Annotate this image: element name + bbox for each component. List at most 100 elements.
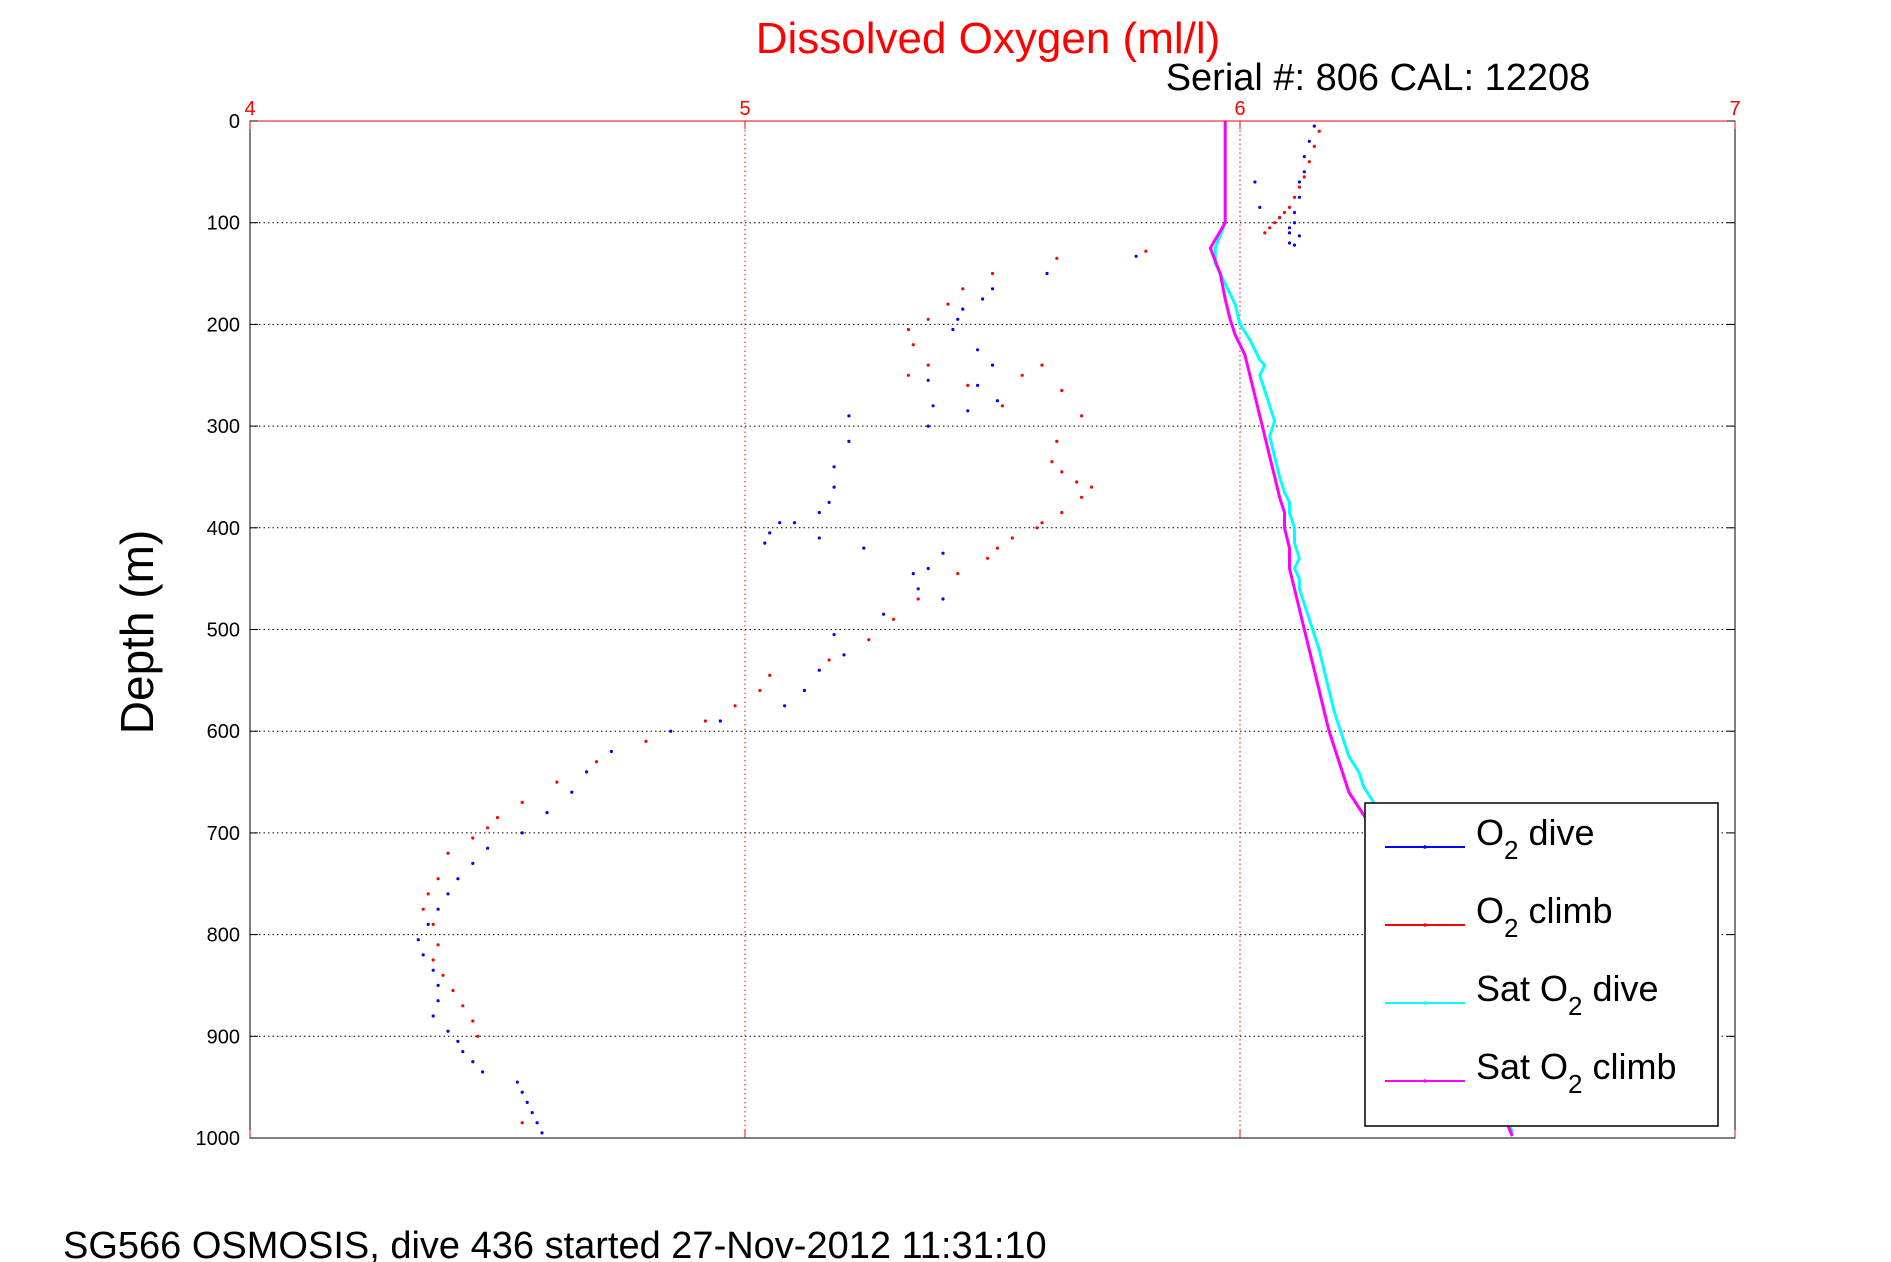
data-point <box>1258 205 1262 209</box>
data-point <box>763 541 767 545</box>
series-sat-o2-climb <box>1208 121 1514 1137</box>
data-point <box>847 439 851 443</box>
data-point <box>1302 170 1306 174</box>
data-point <box>436 943 440 947</box>
data-point <box>1060 470 1064 474</box>
data-point <box>421 953 425 957</box>
x-tick-label: 6 <box>1234 98 1245 120</box>
data-point <box>1287 226 1292 230</box>
data-point <box>986 556 990 560</box>
data-point <box>456 1039 460 1043</box>
series-sat-o2-dive <box>1213 121 1514 1134</box>
legend-item: Sat O2 climb <box>1385 1046 1677 1099</box>
data-point <box>966 383 970 387</box>
data-point <box>456 877 460 881</box>
data-point <box>956 572 960 576</box>
data-point <box>1035 526 1039 530</box>
data-point <box>1317 129 1321 133</box>
legend-marker <box>1423 923 1427 927</box>
data-point <box>817 668 821 672</box>
data-point <box>1297 180 1301 184</box>
data-point <box>976 348 980 352</box>
data-point <box>990 271 995 276</box>
data-point <box>1268 226 1272 230</box>
data-point <box>802 688 807 693</box>
data-point <box>1060 388 1064 393</box>
y-tick-label: 600 <box>207 721 240 743</box>
data-point <box>1297 185 1301 189</box>
data-point <box>906 327 911 332</box>
data-point <box>1000 404 1005 408</box>
chart-subtitle: Serial #: 806 CAL: 12208 <box>1166 57 1591 99</box>
legend-marker <box>1423 845 1427 849</box>
data-point <box>951 327 955 332</box>
data-point <box>926 378 930 382</box>
data-point <box>926 363 930 367</box>
data-point <box>520 800 524 805</box>
data-point <box>842 653 846 657</box>
data-point <box>1297 195 1301 199</box>
legend-item: O2 dive <box>1385 812 1595 865</box>
data-point <box>1287 241 1292 245</box>
data-point <box>758 688 762 693</box>
data-point <box>446 892 450 896</box>
data-point <box>961 307 965 311</box>
data-point <box>441 973 445 977</box>
data-point <box>1080 495 1084 499</box>
data-point <box>911 343 915 347</box>
series-line <box>1208 121 1514 1137</box>
data-point <box>530 1111 534 1115</box>
data-point <box>792 521 797 525</box>
data-point <box>1089 485 1094 489</box>
y-tick-label: 100 <box>207 213 240 235</box>
data-point <box>471 836 475 840</box>
plot-series <box>416 121 1514 1137</box>
data-point <box>778 521 782 525</box>
data-point <box>535 1121 539 1125</box>
legend-marker <box>1423 1079 1427 1083</box>
data-point <box>946 302 950 306</box>
data-point <box>1273 221 1277 225</box>
data-point <box>451 988 455 993</box>
data-point <box>1144 249 1148 253</box>
data-point <box>961 287 965 291</box>
data-point <box>431 922 435 927</box>
data-point <box>515 1080 519 1084</box>
data-point <box>471 1019 475 1023</box>
data-point <box>486 846 490 850</box>
data-point <box>832 633 836 637</box>
legend-box <box>1364 802 1719 1127</box>
data-point <box>555 780 559 784</box>
data-point <box>1010 536 1014 540</box>
series-line <box>1213 121 1514 1134</box>
legend-item: O2 climb <box>1385 890 1613 943</box>
data-point <box>436 983 440 988</box>
y-tick-label: 800 <box>207 925 240 947</box>
data-point <box>956 317 960 321</box>
data-point <box>906 373 911 377</box>
data-point <box>941 551 945 555</box>
data-point <box>644 739 648 744</box>
legend-label: Sat O2 dive <box>1476 968 1659 1021</box>
data-point <box>891 617 896 621</box>
y-tick-label: 300 <box>207 416 240 438</box>
data-point <box>733 704 737 708</box>
data-point <box>1040 363 1044 367</box>
data-point <box>827 500 831 504</box>
data-point <box>446 1029 450 1033</box>
data-point <box>1292 195 1297 199</box>
y-tick-label: 900 <box>207 1026 240 1048</box>
chart-title: Dissolved Oxygen (ml/l) <box>756 14 1221 63</box>
data-point <box>1302 155 1306 159</box>
data-point <box>520 1090 524 1094</box>
y-tick-label: 500 <box>207 620 240 642</box>
data-point <box>1307 160 1311 164</box>
data-point <box>1253 180 1257 184</box>
y-tick-label: 1000 <box>196 1128 241 1150</box>
data-point <box>1055 256 1059 260</box>
data-point <box>431 1014 435 1018</box>
data-point <box>669 729 673 733</box>
y-tick-label: 700 <box>207 823 240 845</box>
data-point <box>1050 460 1054 464</box>
